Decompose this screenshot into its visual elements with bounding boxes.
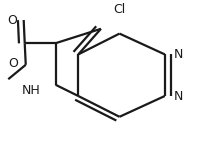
- Text: O: O: [7, 13, 17, 27]
- Text: NH: NH: [21, 84, 40, 97]
- Text: Cl: Cl: [113, 3, 126, 16]
- Text: N: N: [174, 48, 184, 61]
- Text: O: O: [8, 57, 18, 70]
- Text: N: N: [174, 89, 184, 103]
